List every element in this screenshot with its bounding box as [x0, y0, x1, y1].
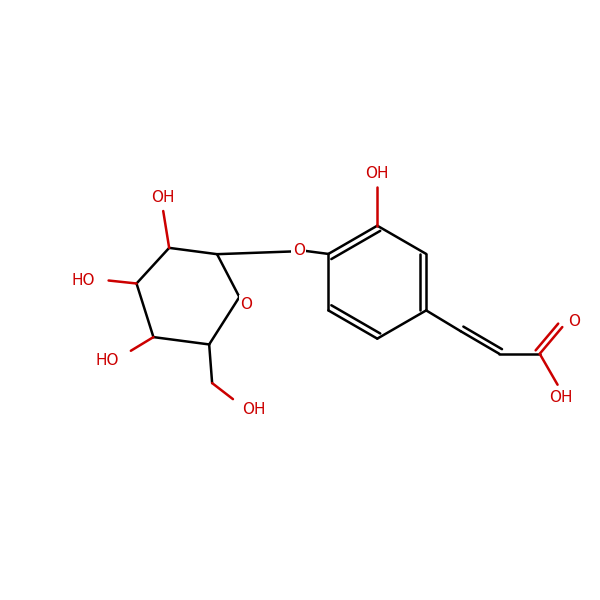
Text: OH: OH: [549, 390, 572, 405]
Text: OH: OH: [151, 190, 175, 205]
Text: HO: HO: [71, 273, 95, 288]
Text: OH: OH: [365, 166, 389, 181]
Text: O: O: [568, 314, 580, 329]
Text: O: O: [241, 296, 253, 311]
Text: OH: OH: [242, 403, 265, 418]
Text: HO: HO: [95, 353, 119, 368]
Text: O: O: [293, 244, 305, 259]
